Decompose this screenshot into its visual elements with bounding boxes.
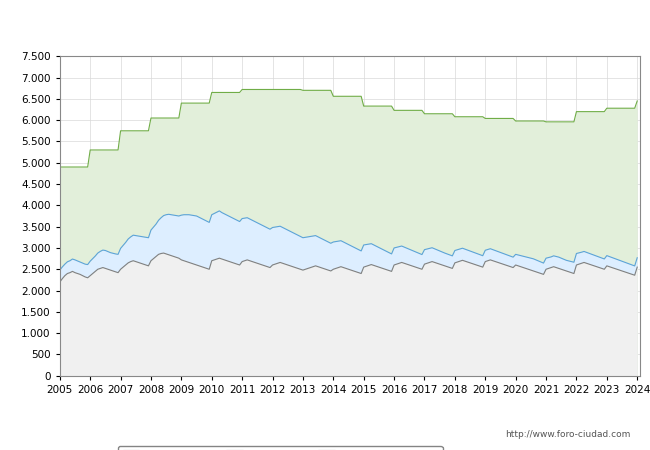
Text: http://www.foro-ciudad.com: http://www.foro-ciudad.com xyxy=(505,430,630,439)
Text: El Espinar - Evolucion de la poblacion en edad de Trabajar Septiembre de 2024: El Espinar - Evolucion de la poblacion e… xyxy=(77,19,573,32)
Legend: Ocupados, Parados, Hab. entre 16-64: Ocupados, Parados, Hab. entre 16-64 xyxy=(118,446,443,450)
